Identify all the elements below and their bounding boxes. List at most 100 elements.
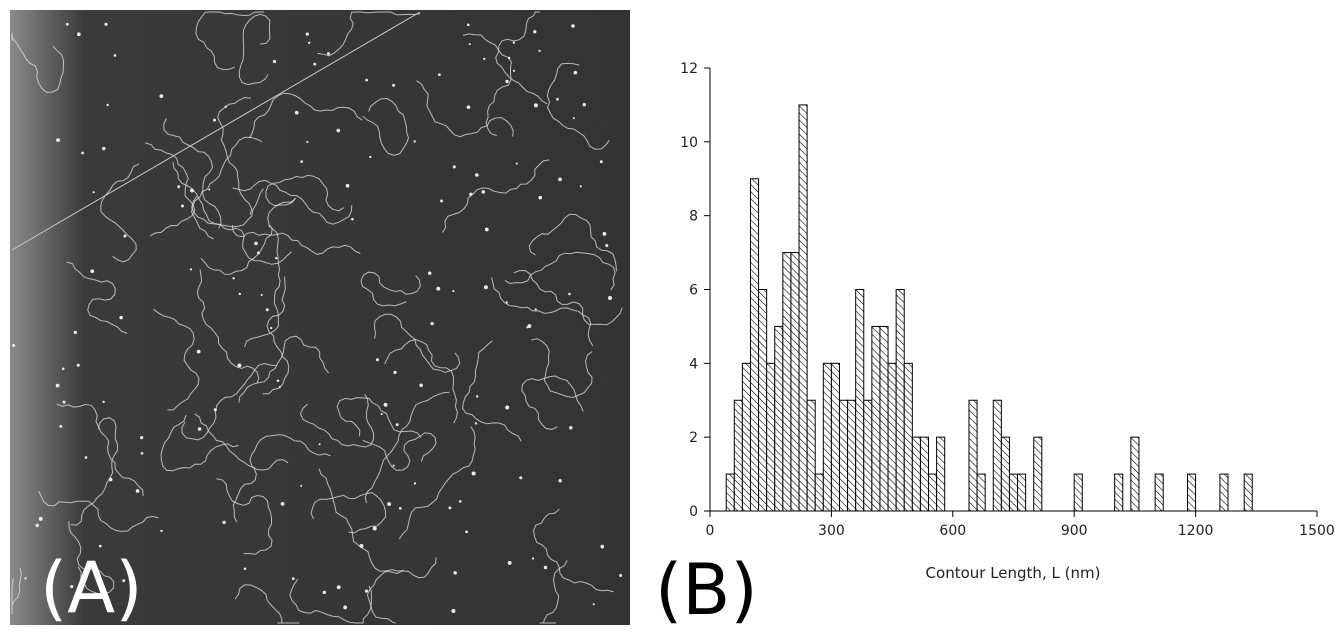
particle [12,343,16,347]
dna-strand [216,478,273,555]
particle [558,177,562,182]
particle [76,363,80,367]
particle [458,500,462,503]
y-tick-label: 12 [680,61,698,77]
particle [123,234,127,238]
bar [879,325,889,512]
particle [505,79,509,84]
bar [992,399,1002,512]
particle [197,427,202,431]
dna-strand [68,521,115,595]
bar [1219,473,1229,512]
particle [81,151,84,155]
panel-label: (B) [655,549,758,628]
particle [280,501,285,506]
particle [305,32,309,36]
particle [35,523,39,528]
particle [213,408,217,412]
dna-strand [513,269,623,326]
bar [1017,473,1027,512]
dna-strand [317,11,421,57]
y-tick-label: 8 [689,209,698,225]
bar [766,362,776,512]
particle [465,530,468,534]
particle [533,30,537,34]
particle [237,363,242,368]
dna-strand [462,33,512,137]
x-tick-label: 900 [1061,523,1088,539]
particle [224,105,227,108]
panel-label: (A) [40,547,143,628]
particle [140,451,144,455]
particle [300,484,303,487]
particle [208,188,211,191]
x-tick-label: 1500 [1299,523,1335,539]
particle [275,256,278,260]
dna-strand [504,251,616,291]
particle [568,292,571,296]
particle [392,83,396,87]
particle [419,383,423,388]
dna-strand [145,142,196,237]
particle [181,204,184,208]
y-tick-label: 10 [680,135,698,151]
particle [383,402,388,407]
particle [98,544,102,548]
x-axis-label: Contour Length, L (nm) [926,564,1101,582]
bar [1008,473,1019,512]
particle [108,477,113,482]
particle [326,52,330,56]
y-tick-label: 0 [689,504,698,520]
particle [278,385,281,388]
bar [741,362,751,512]
particle [135,489,140,493]
particle [238,292,242,296]
bar [871,325,881,512]
dna-strand [318,468,404,572]
dna-strand [310,492,387,534]
particle [533,103,538,108]
dna-strand [362,432,437,471]
dna-strand [360,271,421,307]
particle [512,69,516,72]
particle [336,128,341,133]
particle [359,544,364,548]
particle [475,173,479,177]
particle [159,94,164,99]
bar [928,473,938,512]
dna-strand [442,159,550,233]
dna-strand [495,11,548,105]
particle [61,367,65,370]
dna-strand [373,313,461,373]
dna-strand [384,338,458,424]
particle [190,188,194,193]
bar [830,362,840,512]
dna-strand [521,375,584,430]
particle [313,62,317,66]
dna-strand [531,338,593,398]
bar [822,362,832,512]
dna-strand [546,62,610,150]
bar [814,473,824,512]
particle [515,162,518,165]
dna-strand [265,174,345,212]
particle [484,227,489,232]
particle [428,271,432,275]
particle [451,609,456,614]
x-tick-label: 0 [706,523,715,539]
particle [375,358,379,362]
particle [222,520,226,525]
bar [806,399,816,512]
particle [483,57,486,60]
particle [395,423,399,427]
particle [232,277,235,280]
particle [582,102,587,107]
dna-strand [362,97,410,156]
afm-background [10,10,630,625]
particle [364,589,369,593]
particle [59,424,63,428]
dna-strand [491,277,594,347]
particle [436,286,441,291]
particle [62,400,66,404]
particle [507,560,512,565]
